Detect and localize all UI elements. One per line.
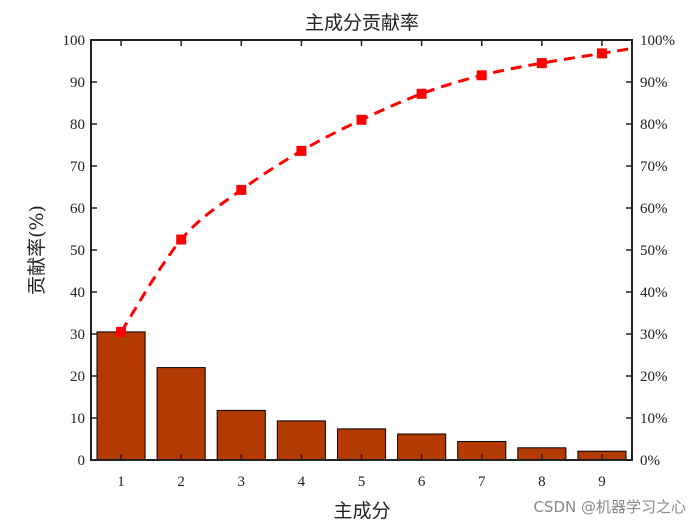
- x-tick-label: 6: [418, 474, 426, 490]
- cumulative-marker-5: [356, 114, 367, 125]
- cumulative-line: [116, 46, 633, 337]
- cumulative-marker-4: [296, 145, 307, 156]
- y-tick-label: 30: [70, 327, 85, 343]
- x-tick-label: 9: [598, 474, 606, 490]
- y2-tick-label: 80%: [640, 117, 668, 133]
- x-axis-label: 主成分: [333, 500, 390, 522]
- x-tick-label: 1: [117, 474, 125, 490]
- y-tick-label: 10: [70, 411, 85, 427]
- chart-title: 主成分贡献率: [305, 12, 419, 34]
- x-tick-label: 2: [177, 474, 185, 490]
- y-tick-label: 100: [63, 33, 86, 49]
- y2-tick-label: 100%: [640, 33, 675, 49]
- y-tick-label: 0: [78, 453, 86, 469]
- y-axis-left: 0 10 20 30 40 50 60 70 80 90 100: [63, 33, 97, 469]
- y-tick-label: 40: [70, 285, 85, 301]
- bar-1: [96, 331, 146, 461]
- y2-tick-label: 50%: [640, 243, 668, 259]
- cumulative-marker-9: [596, 48, 607, 59]
- y-tick-label: 20: [70, 369, 85, 385]
- y-axis-label: 贡献率(%): [26, 205, 48, 295]
- y2-tick-label: 20%: [640, 369, 668, 385]
- y2-tick-label: 30%: [640, 327, 668, 343]
- cumulative-curve: [119, 46, 633, 333]
- cumulative-marker-6: [416, 88, 427, 99]
- y-tick-label: 70: [70, 159, 85, 175]
- cumulative-marker-8: [536, 58, 547, 69]
- y2-tick-label: 10%: [640, 411, 668, 427]
- watermark: CSDN @机器学习之心: [533, 498, 686, 516]
- y2-tick-label: 90%: [640, 75, 668, 91]
- y2-tick-label: 70%: [640, 159, 668, 175]
- y-tick-label: 60: [70, 201, 85, 217]
- bar-4: [276, 420, 326, 461]
- x-tick-label: 4: [298, 474, 306, 490]
- x-tick-label: 8: [538, 474, 546, 490]
- x-tick-label: 7: [478, 474, 486, 490]
- x-tick-label: 3: [238, 474, 246, 490]
- y-tick-label: 90: [70, 75, 85, 91]
- x-tick-label: 5: [358, 474, 366, 490]
- bar-3: [216, 409, 266, 461]
- x-axis: 1 2 3 4 5 6 7 8 9: [117, 40, 606, 490]
- y-tick-label: 80: [70, 117, 85, 133]
- y-tick-label: 50: [70, 243, 85, 259]
- bar-2: [156, 367, 206, 461]
- bars: [96, 331, 627, 461]
- y-axis-right: 0% 10% 20% 30% 40% 50% 60% 70% 80% 90% 100%: [626, 33, 675, 469]
- y2-tick-label: 40%: [640, 285, 668, 301]
- cumulative-marker-1: [116, 326, 127, 337]
- cumulative-marker-7: [476, 70, 487, 81]
- y2-tick-label: 60%: [640, 201, 668, 217]
- cumulative-marker-2: [176, 234, 187, 245]
- cumulative-marker-3: [236, 184, 247, 195]
- y2-tick-label: 0%: [640, 453, 660, 469]
